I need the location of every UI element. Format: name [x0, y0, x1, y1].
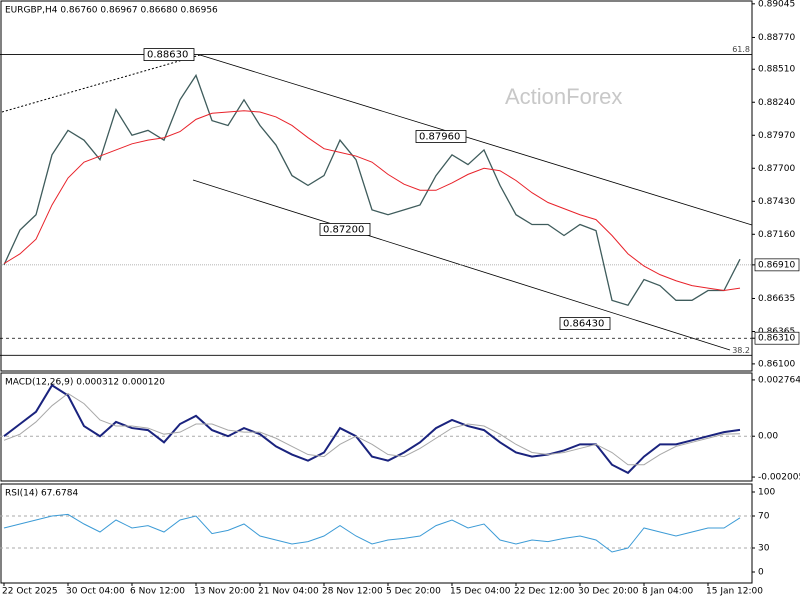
y-tick-label: 0.87700	[758, 164, 795, 174]
y-tick-label: 0.002764	[758, 375, 800, 385]
panel-frame	[0, 0, 753, 372]
y-tick-label: 30	[758, 544, 770, 554]
watermark: ActionForex	[505, 84, 622, 109]
panel-frame	[0, 372, 753, 482]
series-line	[3, 392, 741, 466]
y-tick-label: 0.86910	[758, 260, 795, 270]
y-tick-label: 0.88240	[758, 98, 795, 108]
annotation-label: 0.86430	[563, 319, 604, 330]
x-tick-label: 30 Oct 04:00	[66, 587, 125, 597]
y-tick-label: 0.87160	[758, 230, 795, 240]
y-tick-label: 70	[758, 512, 770, 522]
x-tick-label: 15 Jan 12:00	[706, 587, 763, 597]
channel-lower	[192, 179, 731, 351]
tick-highlight	[754, 331, 800, 345]
x-tick-label: 6 Nov 12:00	[130, 587, 185, 597]
y-tick-label: 0.86635	[758, 294, 795, 304]
y-tick-label: 0.86100	[758, 359, 795, 369]
tick-highlight	[754, 258, 800, 272]
series-line	[3, 110, 741, 292]
x-tick-label: 8 Jan 04:00	[642, 587, 694, 597]
annotation-label: 0.88630	[147, 50, 188, 61]
series-line	[3, 513, 741, 553]
y-tick-label: 0.88510	[758, 65, 795, 75]
x-tick-label: 13 Nov 20:00	[194, 587, 255, 597]
annotation-box	[143, 48, 195, 61]
panel-info: RSI(14) 67.6784	[5, 489, 78, 499]
x-tick-label: 22 Dec 12:00	[514, 587, 575, 597]
panel-frame	[0, 483, 753, 584]
y-tick-label: 0.00	[758, 432, 778, 442]
channel-upper	[199, 54, 753, 226]
annotation-box	[319, 223, 371, 236]
x-tick-label: 21 Nov 04:00	[258, 587, 319, 597]
x-tick-label: 28 Nov 12:00	[322, 587, 383, 597]
y-tick-label: 0.88770	[758, 33, 795, 43]
y-tick-label: 0.86310	[758, 334, 795, 344]
x-tick-label: 30 Dec 20:00	[578, 587, 639, 597]
y-tick-label: -0.002005	[758, 473, 800, 483]
y-tick-label: 100	[758, 488, 775, 498]
annotation-box	[559, 317, 611, 330]
series-line	[3, 73, 741, 306]
panel-info: MACD(12,26,9) 0.000312 0.000120	[5, 378, 165, 388]
y-tick-label: 0	[758, 568, 764, 578]
annotation-label: 0.87200	[323, 224, 364, 235]
y-tick-label: 0.87430	[758, 197, 795, 207]
y-tick-label: 0.89045	[758, 0, 795, 9]
annotation-label: 0.87960	[419, 131, 460, 142]
level-label: 61.8	[732, 45, 750, 54]
level-label: 38.2	[732, 346, 750, 355]
annotation-box	[415, 130, 467, 143]
x-tick-label: 5 Dec 20:00	[386, 587, 441, 597]
panel-info: EURGBP,H4 0.86760 0.86967 0.86680 0.8695…	[5, 6, 218, 16]
x-tick-label: 15 Dec 04:00	[450, 587, 511, 597]
y-tick-label: 0.87970	[758, 131, 795, 141]
x-tick-label: 22 Oct 2025	[2, 587, 58, 597]
